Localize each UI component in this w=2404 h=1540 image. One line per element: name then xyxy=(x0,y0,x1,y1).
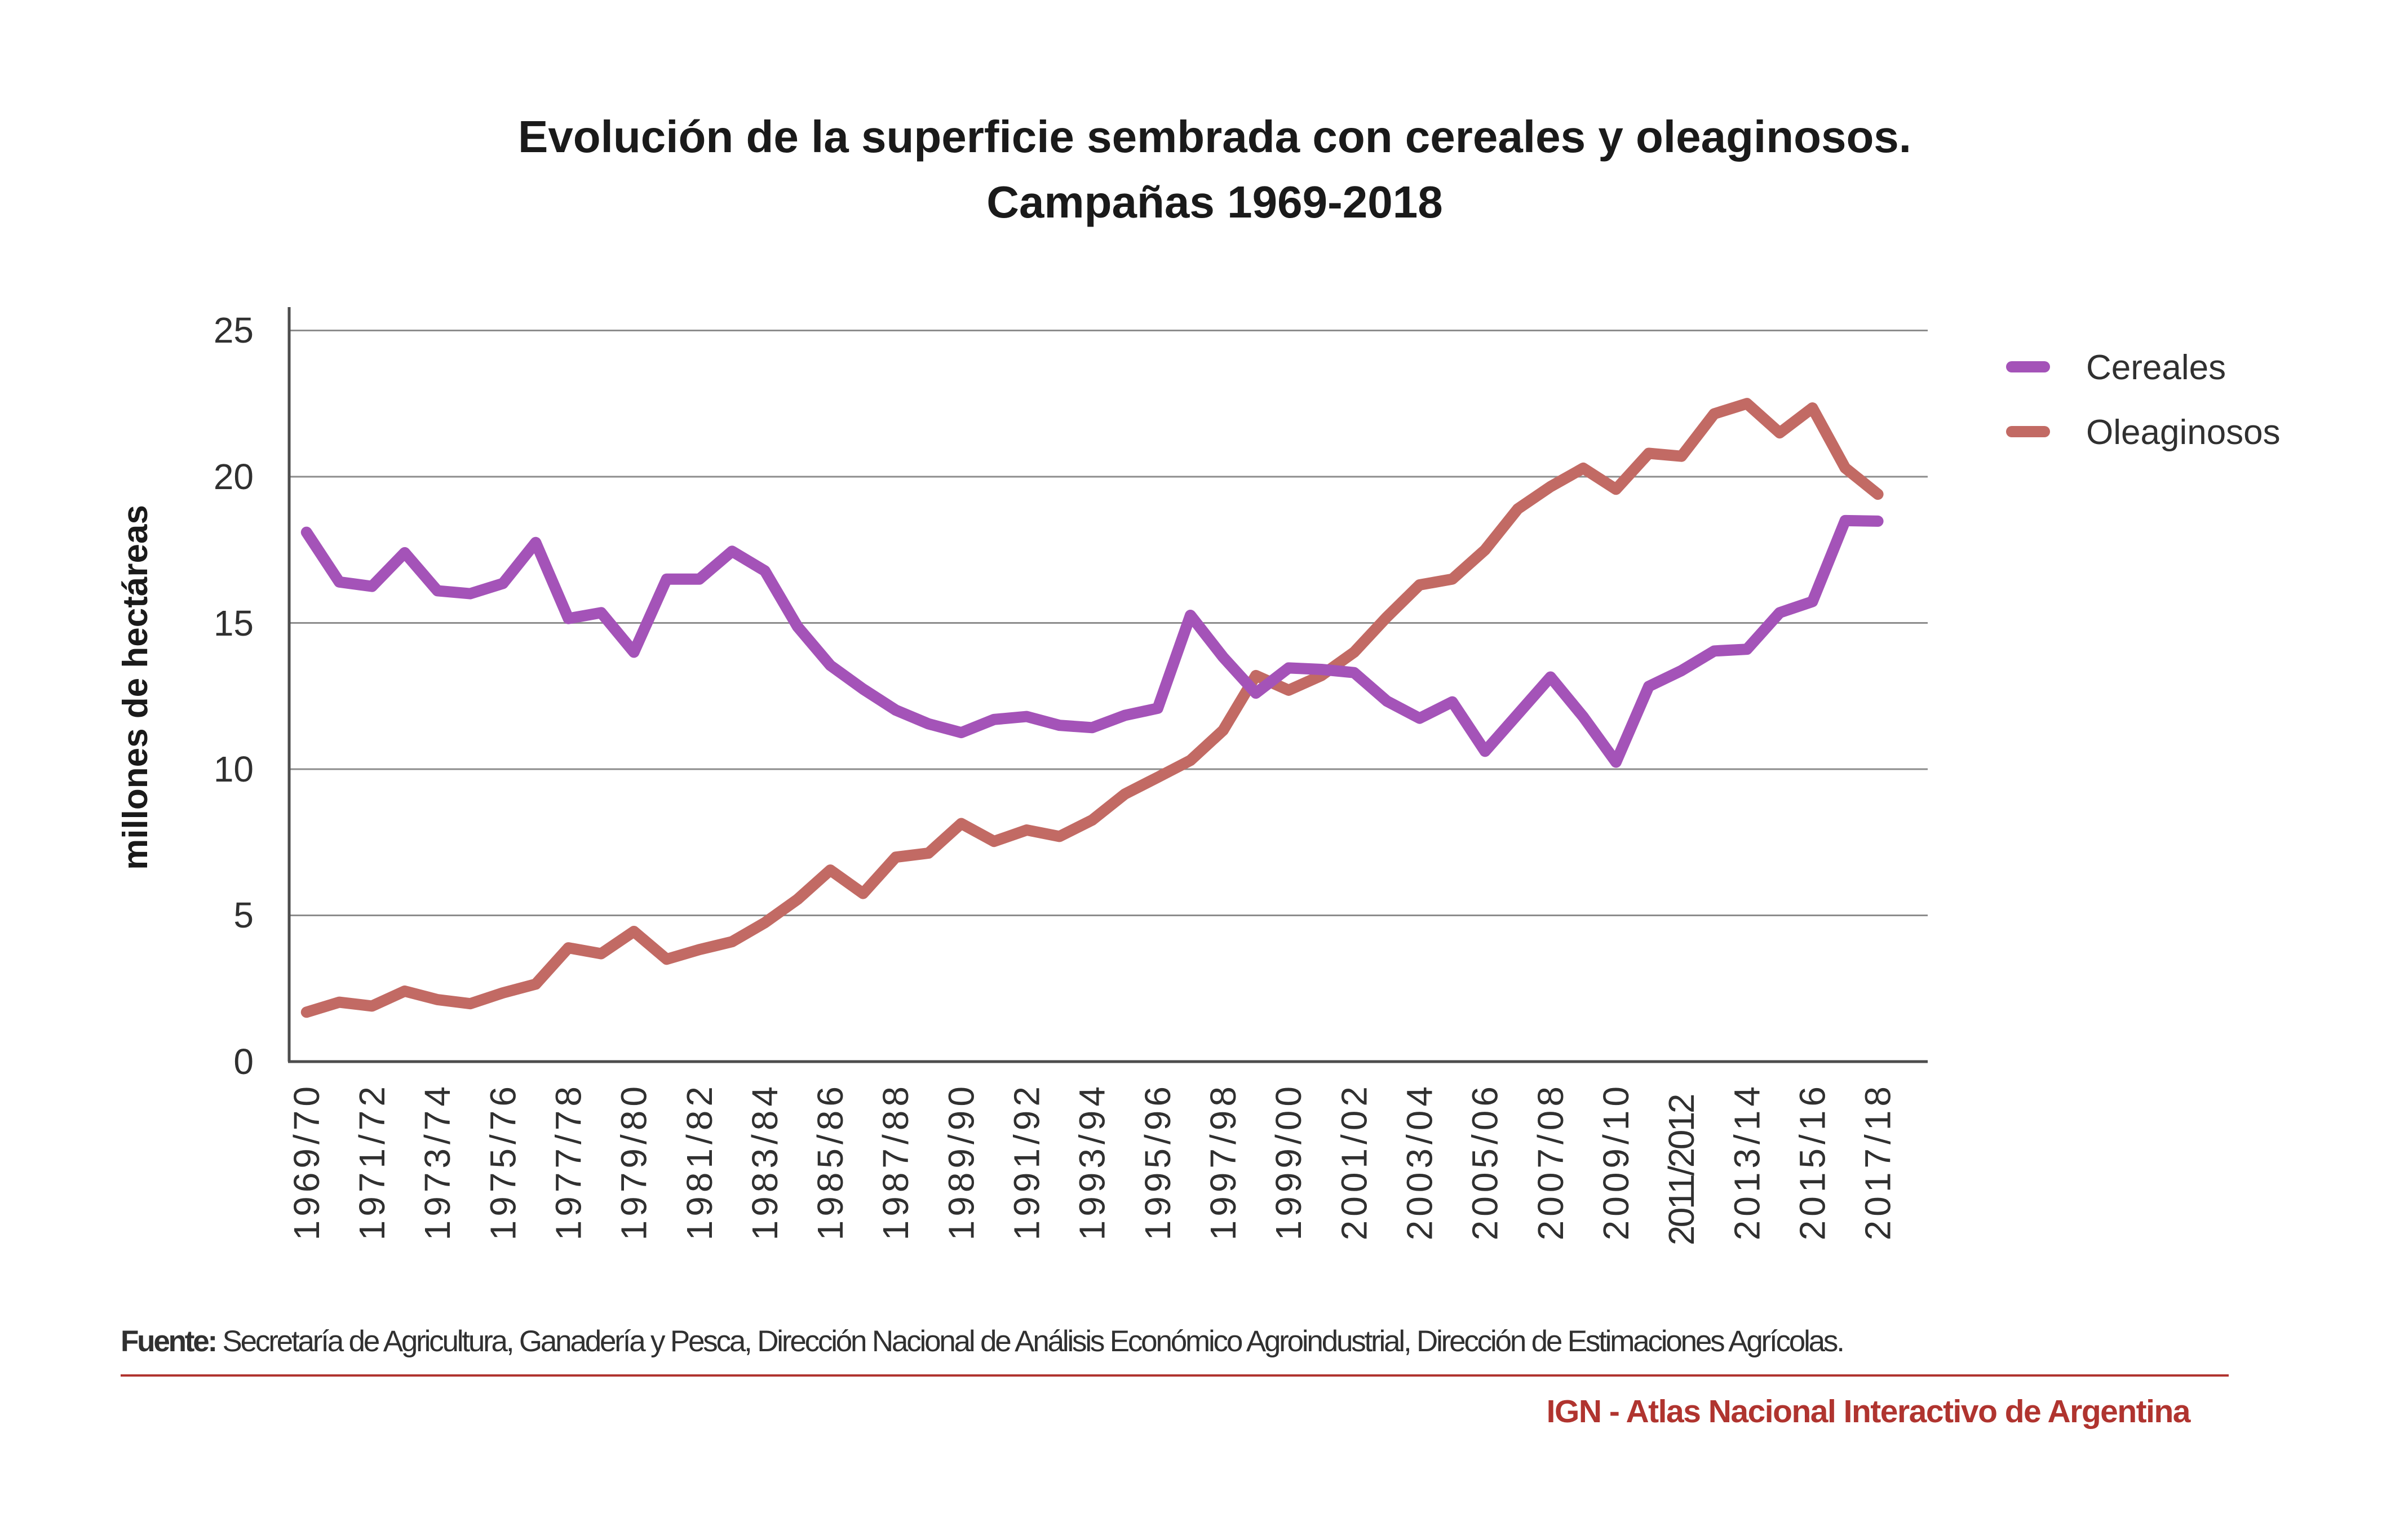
svg-text:2005/06: 2005/06 xyxy=(1465,1082,1506,1240)
svg-text:1987/88: 1987/88 xyxy=(875,1082,916,1240)
svg-text:Fuente: Secretaría de Agricult: Fuente: Secretaría de Agricultura, Ganad… xyxy=(121,1325,1843,1358)
svg-text:IGN - Atlas Nacional Interacti: IGN - Atlas Nacional Interactivo de Arge… xyxy=(1547,1393,2192,1430)
svg-text:1997/98: 1997/98 xyxy=(1203,1082,1243,1240)
svg-text:2013/14: 2013/14 xyxy=(1726,1082,1767,1240)
svg-text:1995/96: 1995/96 xyxy=(1137,1082,1178,1240)
svg-text:1977/78: 1977/78 xyxy=(548,1082,588,1240)
svg-text:1993/94: 1993/94 xyxy=(1072,1082,1113,1240)
svg-text:2015/16: 2015/16 xyxy=(1792,1082,1833,1240)
svg-text:millones de hectáreas: millones de hectáreas xyxy=(116,505,155,870)
svg-text:1983/84: 1983/84 xyxy=(745,1082,785,1240)
svg-text:2009/10: 2009/10 xyxy=(1596,1082,1636,1240)
svg-text:5: 5 xyxy=(233,895,254,935)
svg-text:2003/04: 2003/04 xyxy=(1400,1082,1440,1240)
svg-text:Oleaginosos: Oleaginosos xyxy=(2086,413,2281,452)
svg-text:15: 15 xyxy=(214,603,254,643)
svg-text:1981/82: 1981/82 xyxy=(679,1082,720,1240)
svg-text:1973/74: 1973/74 xyxy=(417,1082,458,1240)
svg-text:1969/70: 1969/70 xyxy=(286,1082,327,1240)
svg-text:2017/18: 2017/18 xyxy=(1858,1082,1898,1240)
svg-text:2011/2012: 2011/2012 xyxy=(1661,1095,1702,1245)
svg-text:1971/72: 1971/72 xyxy=(352,1082,392,1240)
svg-text:Evolución de la superficie sem: Evolución de la superficie sembrada con … xyxy=(518,112,1911,162)
svg-text:Cereales: Cereales xyxy=(2086,348,2226,387)
svg-text:Campañas 1969-2018: Campañas 1969-2018 xyxy=(986,177,1442,227)
svg-text:2007/08: 2007/08 xyxy=(1530,1082,1571,1240)
svg-text:1975/76: 1975/76 xyxy=(482,1082,523,1240)
svg-text:10: 10 xyxy=(214,749,254,789)
svg-text:0: 0 xyxy=(233,1041,254,1082)
svg-text:1985/86: 1985/86 xyxy=(810,1082,851,1240)
svg-text:1991/92: 1991/92 xyxy=(1007,1082,1047,1240)
svg-text:1999/00: 1999/00 xyxy=(1268,1082,1309,1240)
svg-text:25: 25 xyxy=(214,310,254,350)
svg-text:1979/80: 1979/80 xyxy=(614,1082,654,1240)
svg-text:2001/02: 2001/02 xyxy=(1334,1082,1374,1240)
svg-text:20: 20 xyxy=(214,456,254,497)
svg-text:1989/90: 1989/90 xyxy=(941,1082,981,1240)
